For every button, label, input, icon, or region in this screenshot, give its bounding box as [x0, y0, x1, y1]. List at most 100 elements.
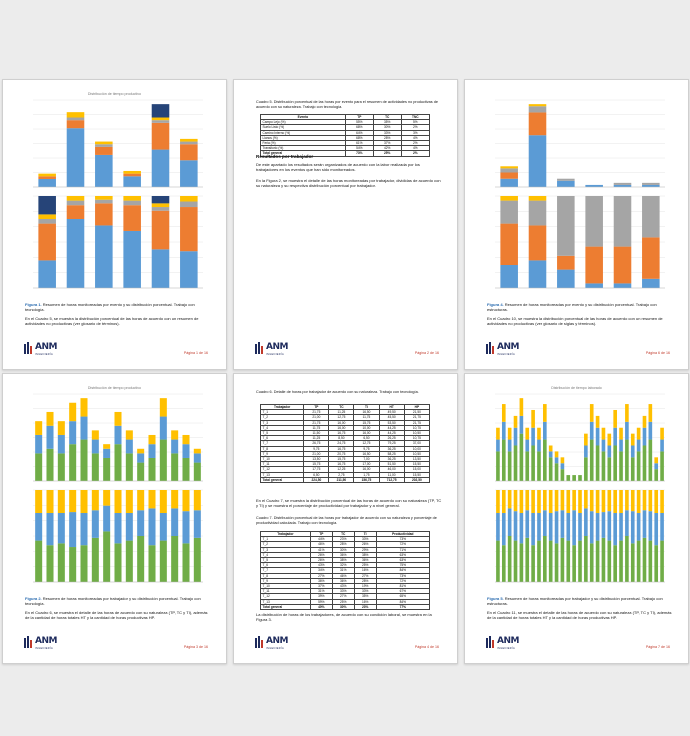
pct-bar-segment — [619, 513, 623, 541]
table-cell: 9,75 — [303, 445, 330, 452]
figure-caption: Figura 2. Resumen de horas monitoreadas … — [25, 596, 212, 606]
bar-segment — [543, 421, 547, 440]
section-heading: Resultados por trabajador — [256, 154, 314, 159]
bar-segment — [584, 457, 588, 481]
pct-bar-segment — [601, 512, 606, 538]
bar-segment — [182, 434, 190, 445]
bar-segment — [589, 439, 594, 481]
table-cell: 6,50 — [353, 435, 380, 442]
bar-segment — [560, 469, 565, 481]
table-cell: 1,75 — [353, 471, 380, 478]
pct-bar-segment — [123, 196, 141, 201]
table-header-cell: TI — [353, 403, 380, 411]
document-page-6[interactable]: Distribución de tiempo laborado Figura 5… — [464, 373, 689, 664]
pct-bar-segment — [125, 513, 133, 541]
pct-bar-segment — [66, 196, 85, 201]
table-row: T_3 41% 30% 29% 71% — [260, 546, 431, 553]
bar-segment — [38, 173, 56, 177]
table-cell: 72% — [375, 577, 431, 585]
pct-bar-segment — [572, 545, 576, 582]
bar-segment — [630, 457, 635, 481]
bar-segment — [584, 445, 588, 458]
pct-bar-segment — [554, 490, 559, 512]
pct-bar-segment — [507, 490, 512, 509]
bar-segment — [66, 117, 85, 121]
table-cell: 13,50 — [303, 456, 330, 463]
bar-segment — [513, 427, 518, 446]
logo-sub: INGENIERÍA — [266, 647, 284, 650]
bar-segment — [648, 421, 653, 440]
bar-segment — [660, 427, 664, 440]
bar-segment — [642, 427, 647, 446]
table-cell: 15,75 — [303, 461, 330, 468]
document-page-4[interactable]: Distribución de tiempo productivo Figura… — [2, 373, 227, 664]
bar-segment — [91, 439, 99, 454]
pct-bar-segment — [625, 536, 629, 582]
table-header-cell: Evento — [260, 113, 346, 121]
bar-segment — [642, 445, 647, 481]
pct-bar-segment — [595, 513, 600, 541]
bar-segment — [519, 433, 524, 481]
pct-bar-segment — [519, 513, 524, 544]
table-cell: 4% — [400, 134, 431, 142]
bar-segment — [193, 462, 201, 481]
bar-segment — [148, 434, 156, 445]
table-cell: 11,25 — [303, 435, 330, 442]
bar-segment — [528, 112, 547, 136]
bar-segment — [500, 166, 518, 169]
pct-bar-segment — [180, 196, 198, 202]
pct-bar-segment — [103, 531, 111, 582]
bar-segment — [557, 178, 575, 181]
pct-bar-segment — [560, 537, 565, 582]
table-cell: 17,75 — [303, 466, 330, 473]
table-cell: 77% — [375, 603, 431, 611]
pct-bar-segment — [46, 490, 54, 513]
pct-bar-segment — [630, 543, 635, 582]
pct-bar-segment — [182, 543, 190, 582]
bar-segment — [114, 425, 122, 445]
document-page-5[interactable]: Cuadro 6. Detalle de horas por trabajado… — [233, 373, 458, 664]
table-cell: 71% — [375, 546, 431, 553]
bar-segment — [180, 160, 198, 187]
pct-bar-segment — [548, 513, 553, 541]
pct-bar-segment — [193, 490, 201, 511]
bar-segment — [613, 182, 632, 185]
stacked-bar-chart — [495, 393, 665, 583]
logo-brand: ANM — [266, 636, 288, 646]
bar-segment — [103, 444, 111, 449]
pct-bar-segment — [528, 225, 547, 261]
table-cell: 224,50 — [303, 476, 330, 484]
document-page-2[interactable]: Cuadro 5. Distribución porcentual de las… — [233, 79, 458, 370]
document-page-1[interactable]: Distribución de tiempo productivo Figura… — [2, 79, 227, 370]
bar-segment — [148, 457, 156, 481]
chart-workers-structures: Distribución de tiempo laborado — [485, 386, 668, 596]
table-cell: 55% — [344, 119, 374, 126]
table-cell: 21,75 — [303, 409, 330, 416]
pct-bar-segment — [507, 508, 512, 536]
logo-sub: INGENIERÍA — [35, 353, 53, 356]
bar-segment — [125, 439, 133, 454]
company-logo: ANM INGENIERÍA — [254, 635, 294, 653]
pct-bar-segment — [46, 513, 54, 546]
table-row: T_12 17,75 12,25 16,00 46,00 15,00 — [259, 466, 431, 473]
bar-segment — [648, 404, 653, 422]
pct-bar-segment — [35, 513, 43, 541]
pct-bar-segment — [114, 513, 122, 544]
table-row: Total general 73% 25% 2% — [260, 150, 431, 157]
table-cell: 3% — [400, 129, 431, 136]
table-cell: 26,75 — [303, 440, 330, 447]
document-page-3[interactable]: Figura 4. Resumen de horas monitoreadas … — [464, 79, 689, 370]
bar-segment — [572, 475, 576, 481]
company-logo: ANM INGENIERÍA — [485, 635, 525, 653]
pct-bar-segment — [630, 511, 635, 544]
pct-bar-segment — [137, 536, 145, 582]
pct-bar-segment — [654, 490, 659, 513]
bar-segment — [151, 117, 170, 121]
bar-segment — [496, 451, 500, 481]
figure-caption: Figura 5. Resumen de horas monitoreadas … — [487, 596, 674, 606]
pct-bar-segment — [619, 490, 623, 513]
bar-segment — [46, 425, 54, 449]
bar-segment — [193, 453, 201, 463]
logo-brand: ANM — [497, 342, 519, 352]
pct-bar-segment — [80, 490, 88, 513]
